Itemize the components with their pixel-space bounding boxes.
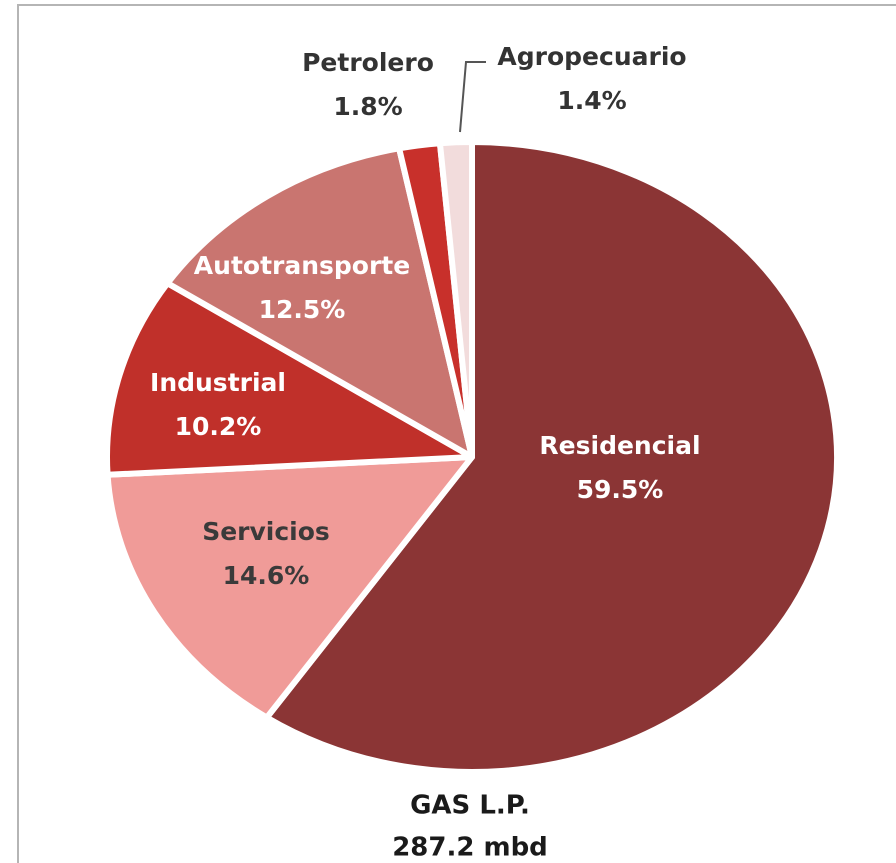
pie-slice: [104, 280, 475, 478]
slice-label: Autotransporte: [194, 251, 410, 280]
slice-value-label: 59.5%: [577, 475, 664, 504]
pie: [104, 139, 840, 775]
slice-value-label: 10.2%: [175, 412, 262, 441]
slice-value-label: 1.8%: [333, 92, 402, 121]
chart-subtitle: 287.2 mbd: [392, 833, 548, 863]
pie-slice: [104, 454, 475, 721]
pie-slice: [164, 145, 475, 460]
slice-label: Industrial: [150, 368, 286, 397]
chart-title: GAS L.P.: [410, 791, 530, 821]
leader-line: [459, 61, 486, 133]
slice-value-label: 12.5%: [259, 295, 346, 324]
slice-label: Petrolero: [302, 48, 434, 77]
slice-value-label: 14.6%: [223, 561, 310, 590]
slice-label: Agropecuario: [497, 42, 686, 71]
slice-label: Servicios: [202, 517, 330, 546]
pie-slice: [263, 139, 840, 775]
slice-value-label: 1.4%: [557, 86, 626, 115]
pie-slice: [436, 139, 475, 460]
slice-label: Residencial: [539, 431, 700, 460]
